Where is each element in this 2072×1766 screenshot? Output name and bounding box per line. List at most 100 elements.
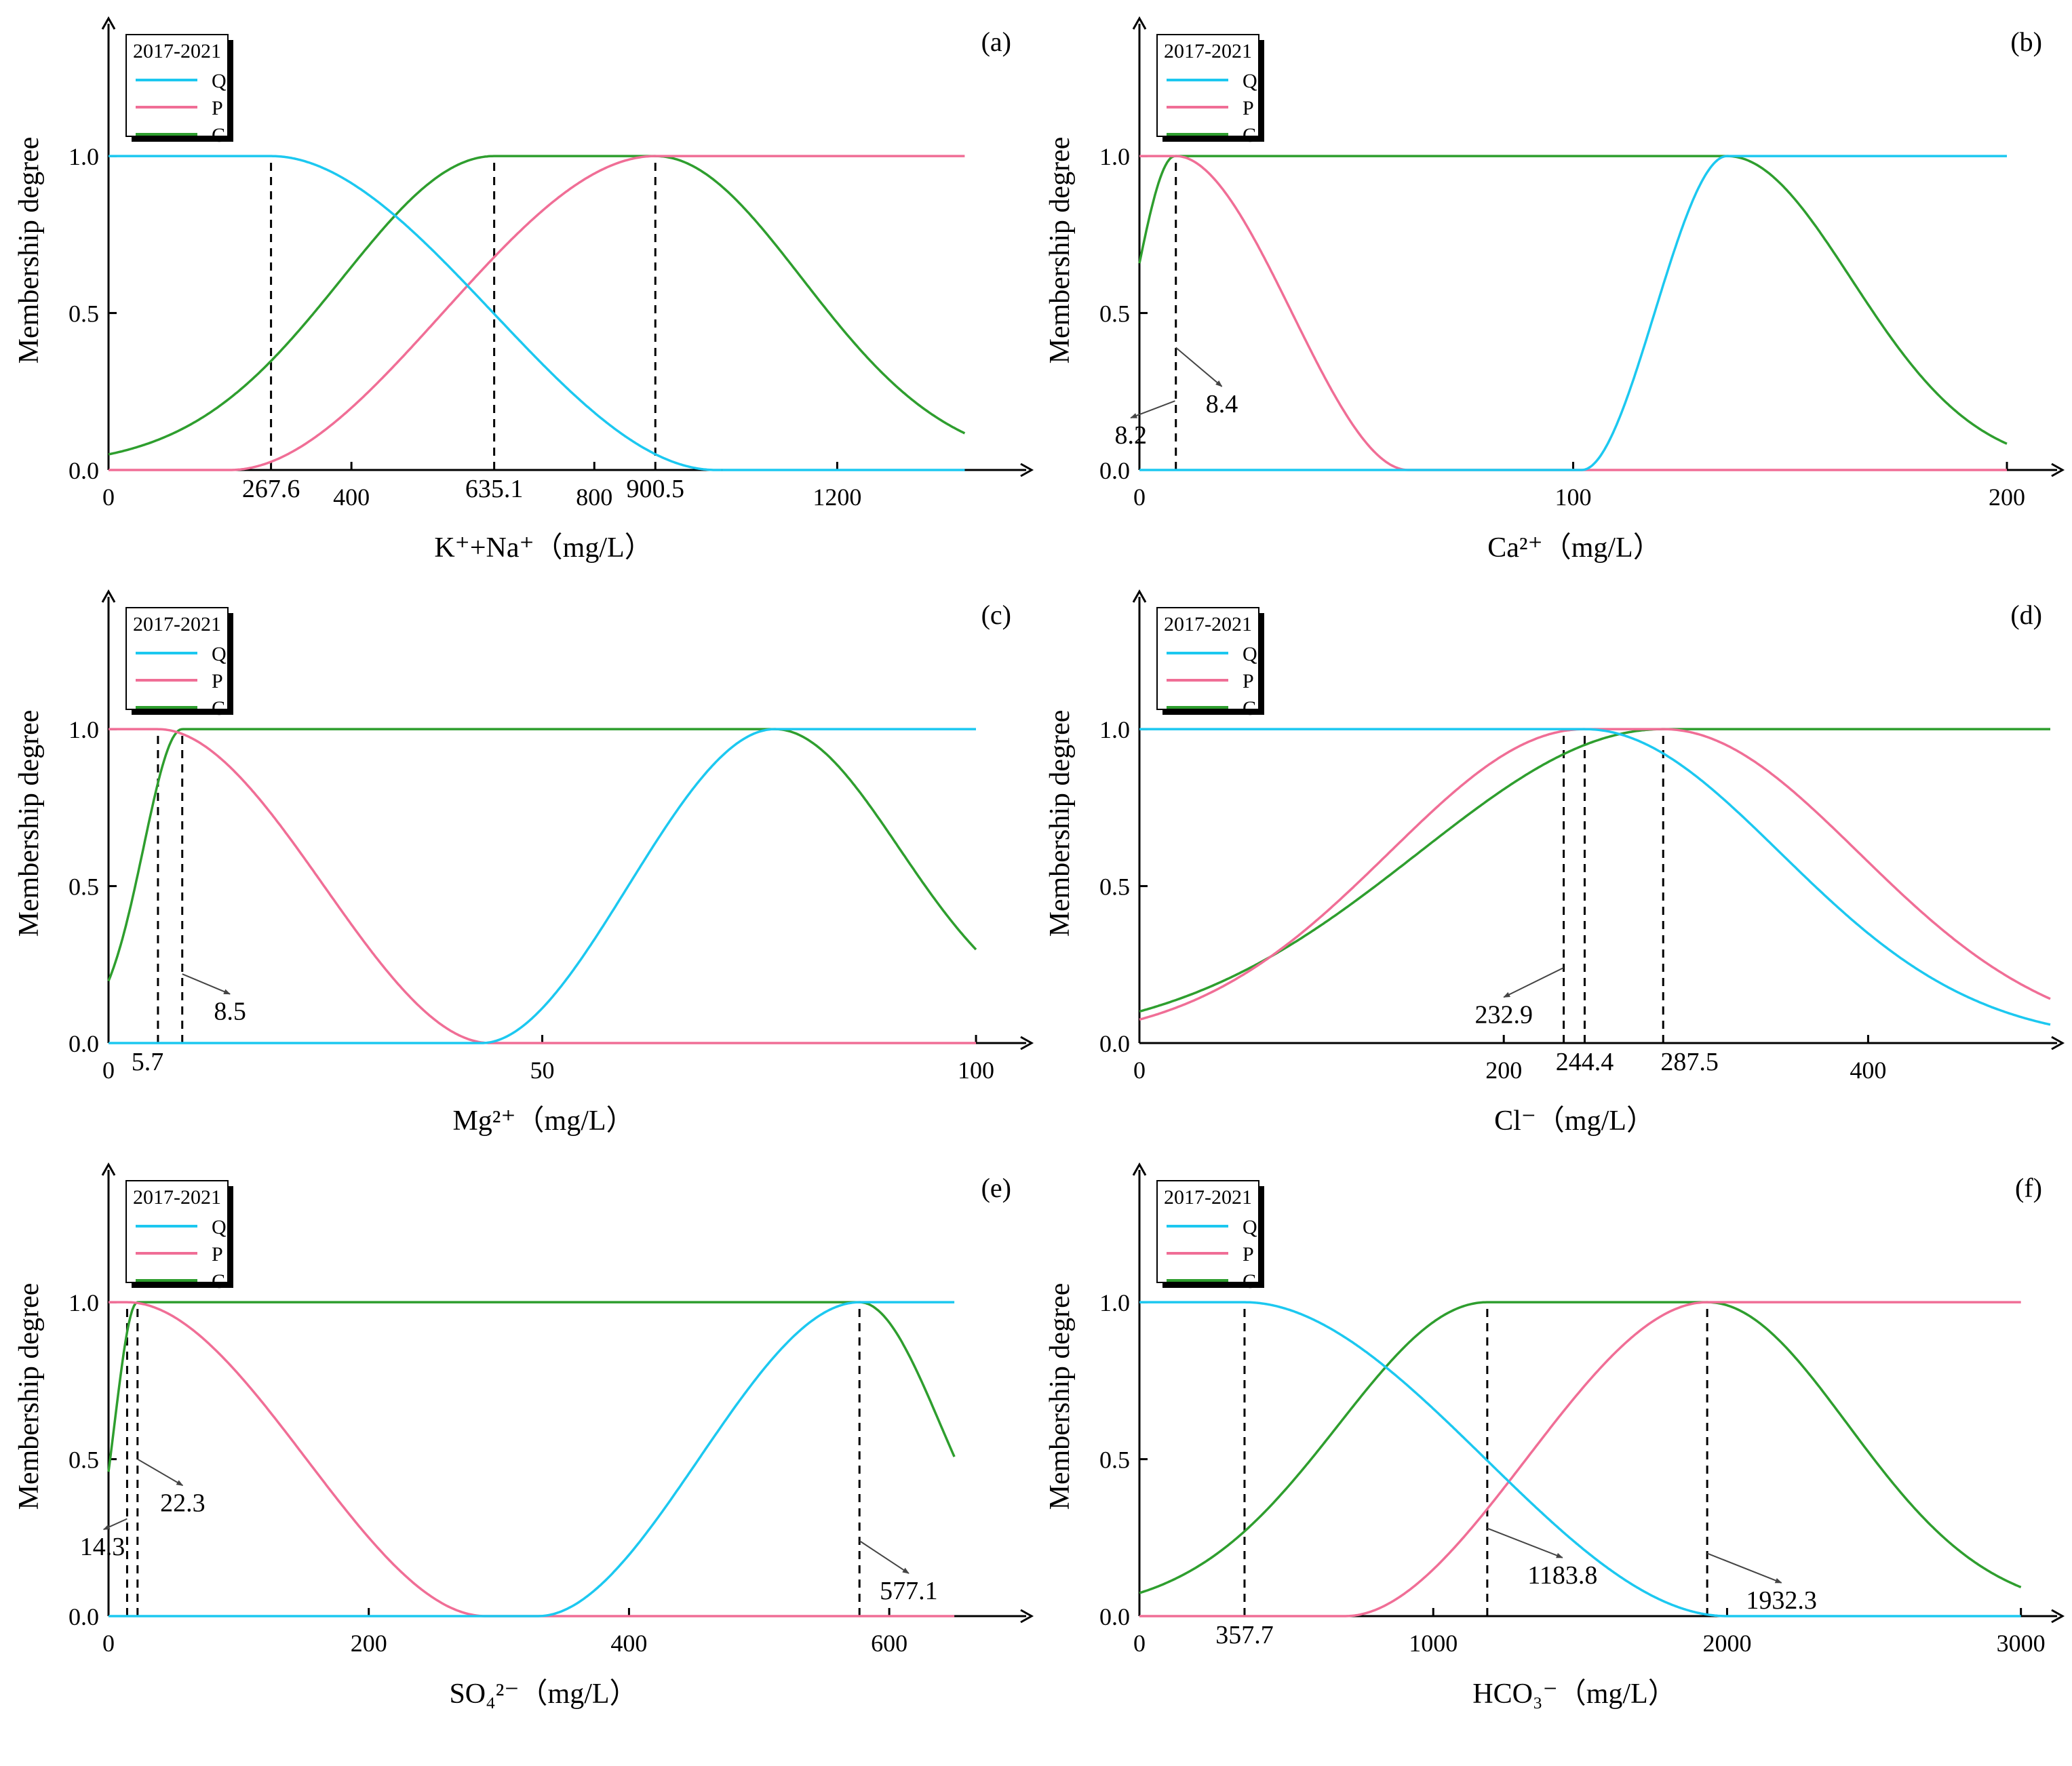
series-line-Q xyxy=(109,728,976,1044)
x-axis-arrow xyxy=(1020,463,1034,477)
value-arrow xyxy=(1487,1527,1563,1558)
legend-label-Q: Q xyxy=(1243,1216,1257,1238)
legend-label-P: P xyxy=(212,1243,223,1265)
panel-label: (a) xyxy=(981,26,1011,57)
series-line-Q xyxy=(1139,1301,1727,1617)
series-line-C xyxy=(1139,1301,2022,1594)
x-axis-title: Ca²⁺（mg/L） xyxy=(1487,532,1661,564)
legend-label-Q: Q xyxy=(212,1216,227,1238)
value-arrow xyxy=(182,973,231,995)
x-tick-label: 200 xyxy=(1989,484,2025,511)
y-tick-label: 0.0 xyxy=(1099,1030,1130,1057)
series-line-P xyxy=(1139,155,2007,471)
legend-box xyxy=(125,34,229,137)
legend-label-C: C xyxy=(212,1270,225,1293)
series-line-P xyxy=(109,155,965,471)
y-axis-arrow xyxy=(101,1162,116,1176)
y-tick-label: 1.0 xyxy=(69,1289,99,1316)
x-tick-label: 200 xyxy=(1485,1057,1522,1084)
y-axis-arrow xyxy=(1132,1162,1147,1176)
y-axis-arrow xyxy=(101,16,116,30)
series-line-C xyxy=(1138,155,2008,445)
series-line-C xyxy=(107,728,977,982)
legend-box xyxy=(1156,1180,1259,1283)
panel-label: (b) xyxy=(2010,26,2042,57)
x-tick-label: 400 xyxy=(610,1630,647,1657)
value-arrow xyxy=(102,1518,128,1531)
value-label: 577.1 xyxy=(880,1577,938,1605)
panel-f: 0.0 0.5 1.0 0 1000 2000 3000 Membership degree H… xyxy=(1044,1162,2065,1710)
y-tick-label: 1.0 xyxy=(69,716,99,743)
y-tick-label: 1.0 xyxy=(1099,143,1130,170)
legend-label-Q: Q xyxy=(1243,643,1257,665)
legend-label-C: C xyxy=(1243,124,1256,146)
y-tick-label: 0.0 xyxy=(69,457,99,484)
value-label: 287.5 xyxy=(1660,1048,1719,1076)
y-tick-label: 1.0 xyxy=(1099,1289,1130,1316)
value-label: 8.4 xyxy=(1206,390,1238,418)
x-tick-label: 1000 xyxy=(1409,1630,1458,1657)
x-tick-label: 400 xyxy=(1850,1057,1886,1084)
x-tick-label: 400 xyxy=(333,484,370,511)
y-axis-title: Membership degree xyxy=(1044,137,1076,364)
legend-label-P: P xyxy=(1243,670,1254,692)
x-axis-arrow xyxy=(2051,463,2065,477)
y-tick-label: 0.0 xyxy=(69,1603,99,1630)
legend-label-Q: Q xyxy=(1243,70,1257,92)
panel-c: 0.0 0.5 1.0 0 50 100 Membership degree Mg²⁺（mg/… xyxy=(14,589,1034,1137)
y-tick-label: 0.5 xyxy=(1099,300,1130,328)
value-label: 635.1 xyxy=(465,475,524,503)
panel-label: (f) xyxy=(2015,1173,2042,1203)
legend-title: 2017-2021 xyxy=(133,1186,221,1209)
y-tick-label: 0.5 xyxy=(69,874,99,901)
y-tick-label: 0.5 xyxy=(69,300,99,328)
x-axis-title: SO₄²⁻（mg/L） xyxy=(449,1679,638,1710)
x-axis-arrow xyxy=(1020,1609,1034,1624)
legend-title: 2017-2021 xyxy=(1164,613,1252,635)
x-tick-label: 0 xyxy=(1133,1630,1146,1657)
legend-box xyxy=(1156,34,1259,137)
y-axis-title: Membership degree xyxy=(1044,1283,1076,1510)
legend-box xyxy=(1156,607,1259,710)
legend-title: 2017-2021 xyxy=(133,613,221,635)
value-label: 5.7 xyxy=(132,1048,164,1076)
series-line-P xyxy=(109,1301,955,1617)
x-axis-arrow xyxy=(1020,1036,1034,1051)
legend-label-Q: Q xyxy=(212,70,227,92)
series-line-C xyxy=(107,1301,956,1472)
legend-title: 2017-2021 xyxy=(1164,40,1252,62)
y-axis-title: Membership degree xyxy=(14,710,45,937)
legend-box xyxy=(125,1180,229,1283)
value-label: 14.3 xyxy=(80,1533,125,1561)
y-tick-label: 0.5 xyxy=(69,1447,99,1474)
panel-b: 0.0 0.5 1.0 0 100 200 Membership degree Ca²⁺（mg… xyxy=(1044,16,2065,564)
x-axis-title: HCO₃⁻（mg/L） xyxy=(1472,1679,1676,1710)
series-line-Q xyxy=(109,155,722,471)
y-tick-label: 0.0 xyxy=(1099,457,1130,484)
y-axis-arrow xyxy=(1132,589,1147,603)
x-tick-label: 0 xyxy=(102,484,115,511)
panel-e: 0.0 0.5 1.0 0 200 400 600 Membership degree SO₄²… xyxy=(14,1162,1034,1710)
legend-label-Q: Q xyxy=(212,643,227,665)
x-axis-title: K⁺+Na⁺（mg/L） xyxy=(434,532,652,564)
x-tick-label: 0 xyxy=(102,1057,115,1084)
x-tick-label: 0 xyxy=(102,1630,115,1657)
series-line-P xyxy=(1139,1301,2021,1617)
y-axis-arrow xyxy=(1132,16,1147,30)
x-tick-label: 200 xyxy=(351,1630,387,1657)
legend-label-C: C xyxy=(212,124,225,146)
series-line-Q xyxy=(1139,155,2007,471)
y-tick-label: 0.0 xyxy=(69,1030,99,1057)
y-tick-label: 0.5 xyxy=(1099,874,1130,901)
x-axis-arrow xyxy=(2051,1036,2065,1051)
panel-d: 0.0 0.5 1.0 0 200 400 Membership degree Cl⁻（mg/… xyxy=(1044,589,2065,1137)
y-axis-title: Membership degree xyxy=(1044,710,1076,937)
value-label: 357.7 xyxy=(1215,1621,1274,1649)
y-tick-label: 1.0 xyxy=(69,143,99,170)
value-arrow xyxy=(1503,967,1565,998)
legend-label-P: P xyxy=(212,670,223,692)
value-arrow xyxy=(1706,1552,1782,1584)
y-tick-label: 0.0 xyxy=(1099,1603,1130,1630)
value-label: 1932.3 xyxy=(1746,1586,1817,1615)
